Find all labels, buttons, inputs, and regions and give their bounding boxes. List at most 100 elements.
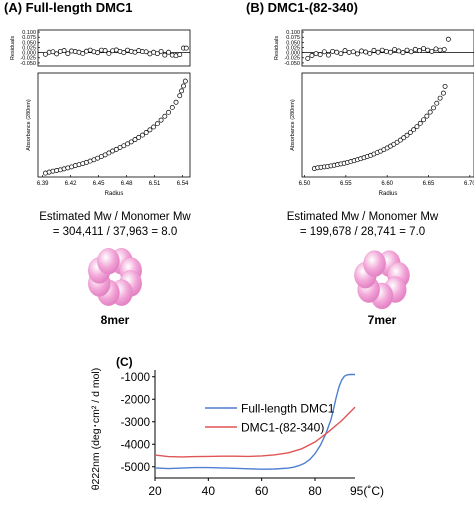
panel-a-mw-calculation: Estimated Mw / Monomer Mw = 304,411 / 37… [0, 210, 230, 240]
panel-b-absorbance-data-point [394, 139, 400, 145]
panel-b-residuals-data-point [359, 48, 364, 54]
panel-a-residuals-data-point [65, 51, 71, 57]
panel-b-oligomer-label: 7mer [367, 313, 397, 327]
panel-b-mw-line2: = 199,678 / 28,741 = 7.0 [299, 226, 426, 238]
panel-a-absorbance-data-point [166, 109, 172, 115]
panel-b-residuals-data-point [392, 47, 398, 52]
panel-a-absorbance-xtick-label: 6.48 [121, 181, 133, 187]
panel-a-absorbance-data-point [128, 139, 134, 145]
panel-a-residuals-data-point [166, 49, 172, 55]
panel-a-absorbance-xtick-label: 6.51 [149, 181, 161, 187]
panel-c-xlabel: 95(˚C) [350, 484, 384, 498]
panel-a-residuals-ytick-label: 0.050 [22, 40, 36, 46]
panel-a-title: (A) Full-length DMC1 [4, 0, 133, 15]
panel-b-residuals-data-point [421, 46, 427, 51]
panel-b-absorbance-plot-frame [301, 72, 474, 178]
panel-a-absorbance-xtick-label: 6.45 [93, 181, 105, 187]
panel-c-ytick-label: -5000 [121, 462, 150, 474]
panel-b-absorbance-data-point [440, 90, 446, 96]
panel-b-residuals-data-point [363, 49, 369, 55]
panel-b-absorbance-xtick-label: 6.65 [423, 181, 435, 187]
panel-a-residuals-data-point [183, 45, 189, 51]
panel-b-residuals-plot-frame [301, 29, 474, 67]
panel-c-ytick-label: -2000 [121, 394, 150, 406]
panel-a-residuals-data-point [43, 51, 48, 57]
panel-b-absorbance-data-point [404, 132, 410, 138]
panel-a-residuals-ytick-label: 0.075 [22, 35, 36, 41]
panel-a-residuals-ytick-label: 0.025 [22, 45, 36, 51]
panel-c-legend-label-0: Full-length DMC1 [241, 402, 335, 416]
panel-c-ytick-label: -1000 [121, 372, 150, 384]
panel-c-series-line-0 [154, 373, 355, 470]
panel-b-residuals-data-point [305, 55, 311, 61]
panel-b-absorbance-xtick-label: 6.50 [299, 181, 311, 187]
panel-b-residuals-data-point [354, 51, 360, 57]
panel-b-residuals-data-point [350, 49, 356, 55]
panel-b-residuals-ytick-label: 0.050 [286, 40, 300, 46]
panel-a-absorbance-data-point [113, 146, 119, 152]
panel-b-absorbance-data-point [421, 117, 427, 123]
panel-b-residuals-ytick-label: -0.025 [284, 56, 300, 62]
panel-b-residuals-data-point [379, 47, 385, 53]
panel-b-absorbance-data-point [437, 95, 443, 101]
panel-c-xtick-label: 80 [308, 484, 322, 498]
panel-b-residuals-data-point [342, 48, 348, 54]
panel-b-absorbance-data-point [401, 135, 407, 141]
panel-b-absorbance-xlabel: Radius [379, 191, 398, 197]
panel-a-absorbance-xtick-label: 6.54 [177, 181, 189, 187]
panel-a-residuals-data-point [102, 48, 108, 54]
panel-b-title: (B) DMC1-(82-340) [246, 0, 358, 15]
panel-b-absorbance-data-point [407, 130, 413, 135]
panel-a-absorbance-data-point [151, 124, 157, 130]
panel-b-absorbance-xtick-label: 6.55 [340, 181, 352, 187]
panel-c-title: (C) [116, 355, 133, 369]
panel-b-residuals-ytick-label: 0.025 [286, 45, 300, 51]
panel-a-residuals-ytick-label: 0.000 [22, 51, 36, 57]
panel-b-mw-calculation: Estimated Mw / Monomer Mw = 199,678 / 28… [260, 210, 465, 240]
panel-b-residuals-data-point [400, 50, 406, 56]
panel-a-absorbance-xtick-label: 6.42 [65, 181, 77, 187]
panel-b-7mer-ring [354, 250, 410, 310]
panel-a-absorbance-data-point [136, 134, 142, 140]
panel-c-ytick-label: -4000 [121, 439, 150, 451]
panel-b-residuals-ytick-label: -0.050 [284, 61, 300, 67]
panel-b-residuals-data-point [375, 49, 381, 55]
panel-b-residuals-data-point [388, 49, 393, 55]
panel-b-residuals-data-point [371, 47, 377, 53]
panel-a-absorbance-data-point [173, 99, 179, 105]
panel-a-residuals-data-point [162, 52, 168, 58]
panel-b-absorbance-data-point [427, 109, 433, 115]
panel-a-residuals-data-point [95, 50, 101, 56]
panel-b-residuals-ytick-label: 0.100 [286, 30, 300, 36]
panel-a-residuals-data-point [121, 50, 127, 56]
panel-a-residuals-data-point [80, 51, 86, 56]
panel-a-absorbance-data-point [139, 132, 145, 138]
panel-a-absorbance-data-point [125, 141, 130, 147]
panel-c-series-line-1 [154, 406, 356, 458]
panel-b-absorbance-data-point [431, 105, 436, 111]
panel-a-absorbance-ylabel: Absorbance (280nm) [26, 99, 32, 151]
panel-b-absorbance-data-point [414, 124, 420, 130]
panel-a-absorbance-data-point [102, 152, 108, 158]
panel-a-absorbance-data-point [162, 113, 168, 119]
panel-b-absorbance-data-point [397, 137, 403, 143]
panel-b-residuals-data-point [383, 48, 389, 54]
panel-a-absorbance-data-point [169, 104, 175, 110]
subunit [363, 250, 386, 277]
panel-a-residuals-data-point [50, 49, 56, 55]
panel-b-residuals-data-point [408, 49, 414, 55]
panel-a-absorbance-data-point [181, 83, 186, 89]
panel-b-residuals-data-point [317, 52, 323, 58]
panel-a-absorbance-data-point [147, 127, 153, 133]
panel-a-mw-line1: Estimated Mw / Monomer Mw [39, 211, 191, 223]
panel-b-residuals-data-point [404, 47, 410, 53]
panel-a-8mer-ring [88, 248, 142, 306]
panel-b-residuals-ytick-label: 0.075 [286, 35, 300, 41]
panel-b-residuals-data-point [425, 47, 431, 53]
panel-b-mw-line1: Estimated Mw / Monomer Mw [286, 211, 439, 223]
panel-a-residuals-data-point [54, 51, 60, 57]
panel-b-residuals-data-point [416, 48, 422, 54]
panel-a-residuals-ytick-label: 0.100 [22, 30, 36, 36]
panel-b-residuals-data-point [321, 49, 327, 55]
